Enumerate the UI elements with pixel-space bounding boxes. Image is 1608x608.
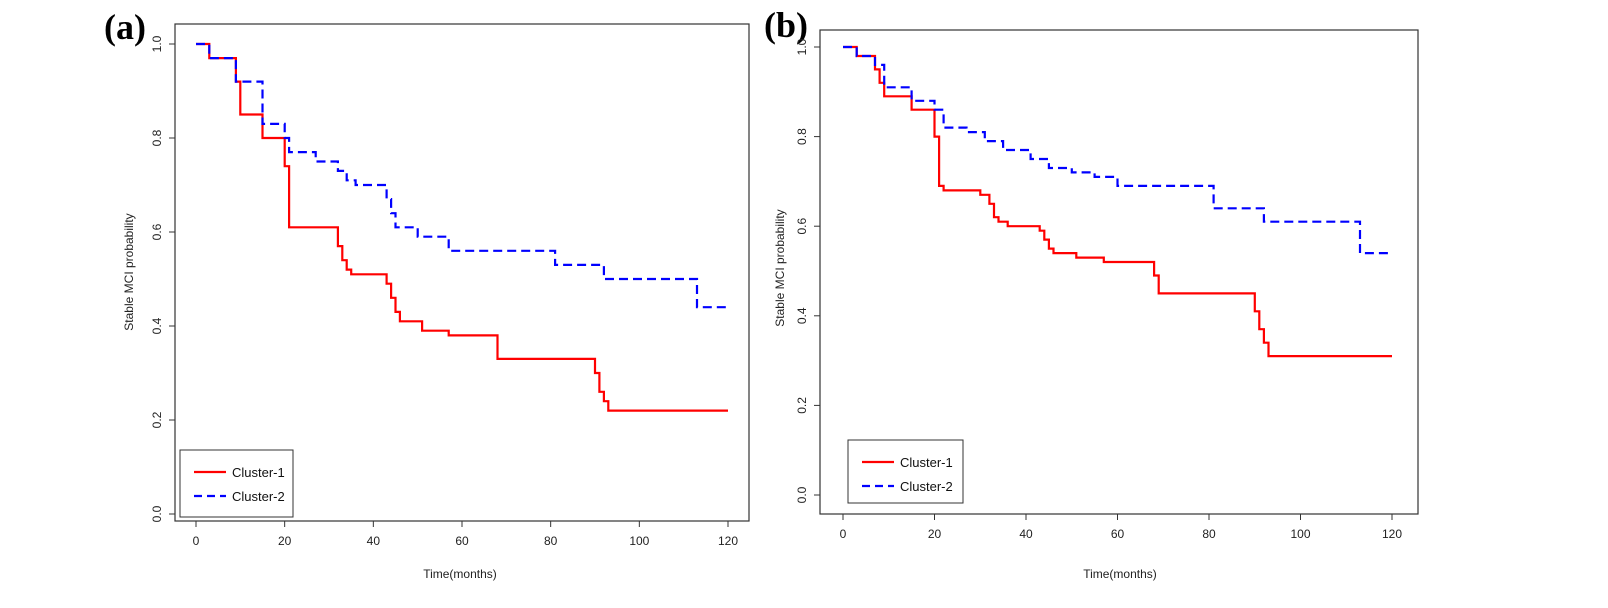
y-axis-title: Stable MCI probability	[122, 213, 136, 330]
panel-label: (b)	[764, 5, 808, 45]
x-tick-label: 0	[193, 534, 200, 548]
y-tick-label: 1.0	[795, 38, 809, 55]
x-tick-label: 40	[1019, 527, 1033, 541]
y-tick-label: 0.4	[150, 317, 164, 334]
x-tick-label: 60	[455, 534, 469, 548]
y-tick-label: 0.8	[150, 129, 164, 146]
x-tick-label: 0	[840, 527, 847, 541]
y-tick-label: 0.4	[795, 307, 809, 324]
x-tick-label: 100	[629, 534, 649, 548]
y-tick-label: 0.8	[795, 128, 809, 145]
panel-label: (a)	[104, 7, 146, 47]
x-tick-label: 120	[718, 534, 738, 548]
x-tick-label: 80	[544, 534, 558, 548]
x-axis-title: Time(months)	[423, 567, 497, 581]
legend-box	[179, 449, 294, 518]
chart-panel-a: (a) 0 20 40 60 80 100 120 0.0 0.2 0.4 0.6 0.8 1.0 Time…	[104, 7, 750, 581]
y-tick-label: 1.0	[150, 35, 164, 52]
y-tick-label: 0.6	[795, 218, 809, 235]
chart-panel-b: (b) 0 20 40 60 80 100 120 0.0 0.2 0.4 0.6 0.8 1.0 Time…	[764, 5, 1419, 581]
x-tick-label: 80	[1202, 527, 1216, 541]
legend: Cluster-1 Cluster-2	[847, 439, 964, 504]
y-tick-label: 0.0	[795, 486, 809, 503]
x-axis-title: Time(months)	[1083, 567, 1157, 581]
y-tick-label: 0.6	[150, 223, 164, 240]
y-tick-label: 0.0	[150, 505, 164, 522]
legend-label: Cluster-1	[232, 465, 285, 480]
legend-label: Cluster-2	[232, 489, 285, 504]
y-axis-title: Stable MCI probability	[773, 209, 787, 326]
legend-label: Cluster-1	[900, 455, 953, 470]
legend-box	[847, 439, 964, 504]
x-tick-label: 20	[278, 534, 292, 548]
series-line-cluster-1	[196, 42, 728, 412]
x-tick-label: 120	[1382, 527, 1402, 541]
series-line-cluster-1	[843, 45, 1392, 358]
series-line-cluster-2	[196, 42, 728, 309]
plot-frame	[174, 23, 750, 522]
x-tick-label: 100	[1290, 527, 1310, 541]
x-tick-label: 60	[1111, 527, 1125, 541]
y-tick-label: 0.2	[795, 397, 809, 414]
series-line-cluster-2	[843, 45, 1392, 255]
y-tick-label: 0.2	[150, 411, 164, 428]
x-tick-label: 20	[928, 527, 942, 541]
x-tick-label: 40	[367, 534, 381, 548]
legend: Cluster-1 Cluster-2	[179, 449, 294, 518]
legend-label: Cluster-2	[900, 479, 953, 494]
